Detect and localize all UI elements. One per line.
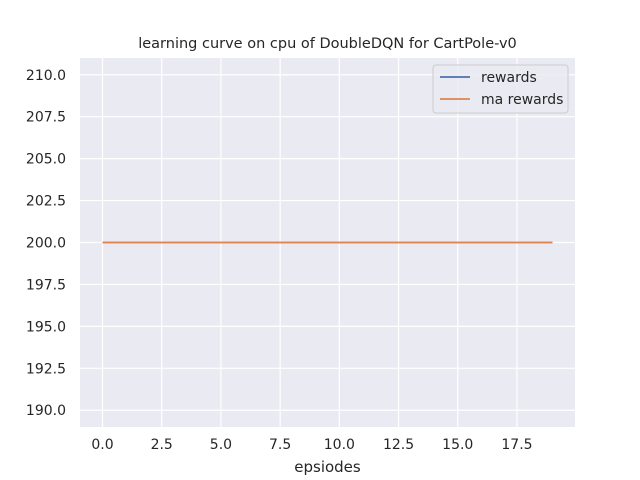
y-tick-label: 197.5 — [26, 277, 66, 293]
legend-label: ma rewards — [481, 92, 563, 108]
x-tick-label: 2.5 — [151, 437, 173, 453]
chart-title: learning curve on cpu of DoubleDQN for C… — [138, 36, 517, 52]
legend: rewards ma rewards — [432, 64, 569, 114]
x-axis-label: epsiodes — [294, 458, 361, 476]
grid-lines — [80, 58, 575, 427]
y-tick-label: 205.0 — [26, 152, 66, 168]
x-tick-label: 0.0 — [91, 437, 113, 453]
x-tick-label: 7.5 — [269, 437, 291, 453]
y-tick-label: 192.5 — [26, 361, 66, 377]
x-tick-label: 12.5 — [383, 437, 414, 453]
y-tick-label: 195.0 — [26, 319, 66, 335]
x-tick-label: 15.0 — [442, 437, 473, 453]
x-tick-label: 10.0 — [324, 437, 355, 453]
y-tick-label: 207.5 — [26, 110, 66, 126]
x-tick-label: 5.0 — [210, 437, 232, 453]
legend-label: rewards — [481, 70, 537, 86]
x-tick-label: 17.5 — [501, 437, 532, 453]
y-tick-label: 210.0 — [26, 68, 66, 84]
y-tick-label: 202.5 — [26, 194, 66, 210]
y-tick-label: 200.0 — [26, 236, 66, 252]
axis-ticks: 0.0 2.5 5.0 7.5 10.0 12.5 15.0 17.5 190.0 192.5 19… — [26, 68, 533, 453]
y-tick-label: 190.0 — [26, 403, 66, 419]
